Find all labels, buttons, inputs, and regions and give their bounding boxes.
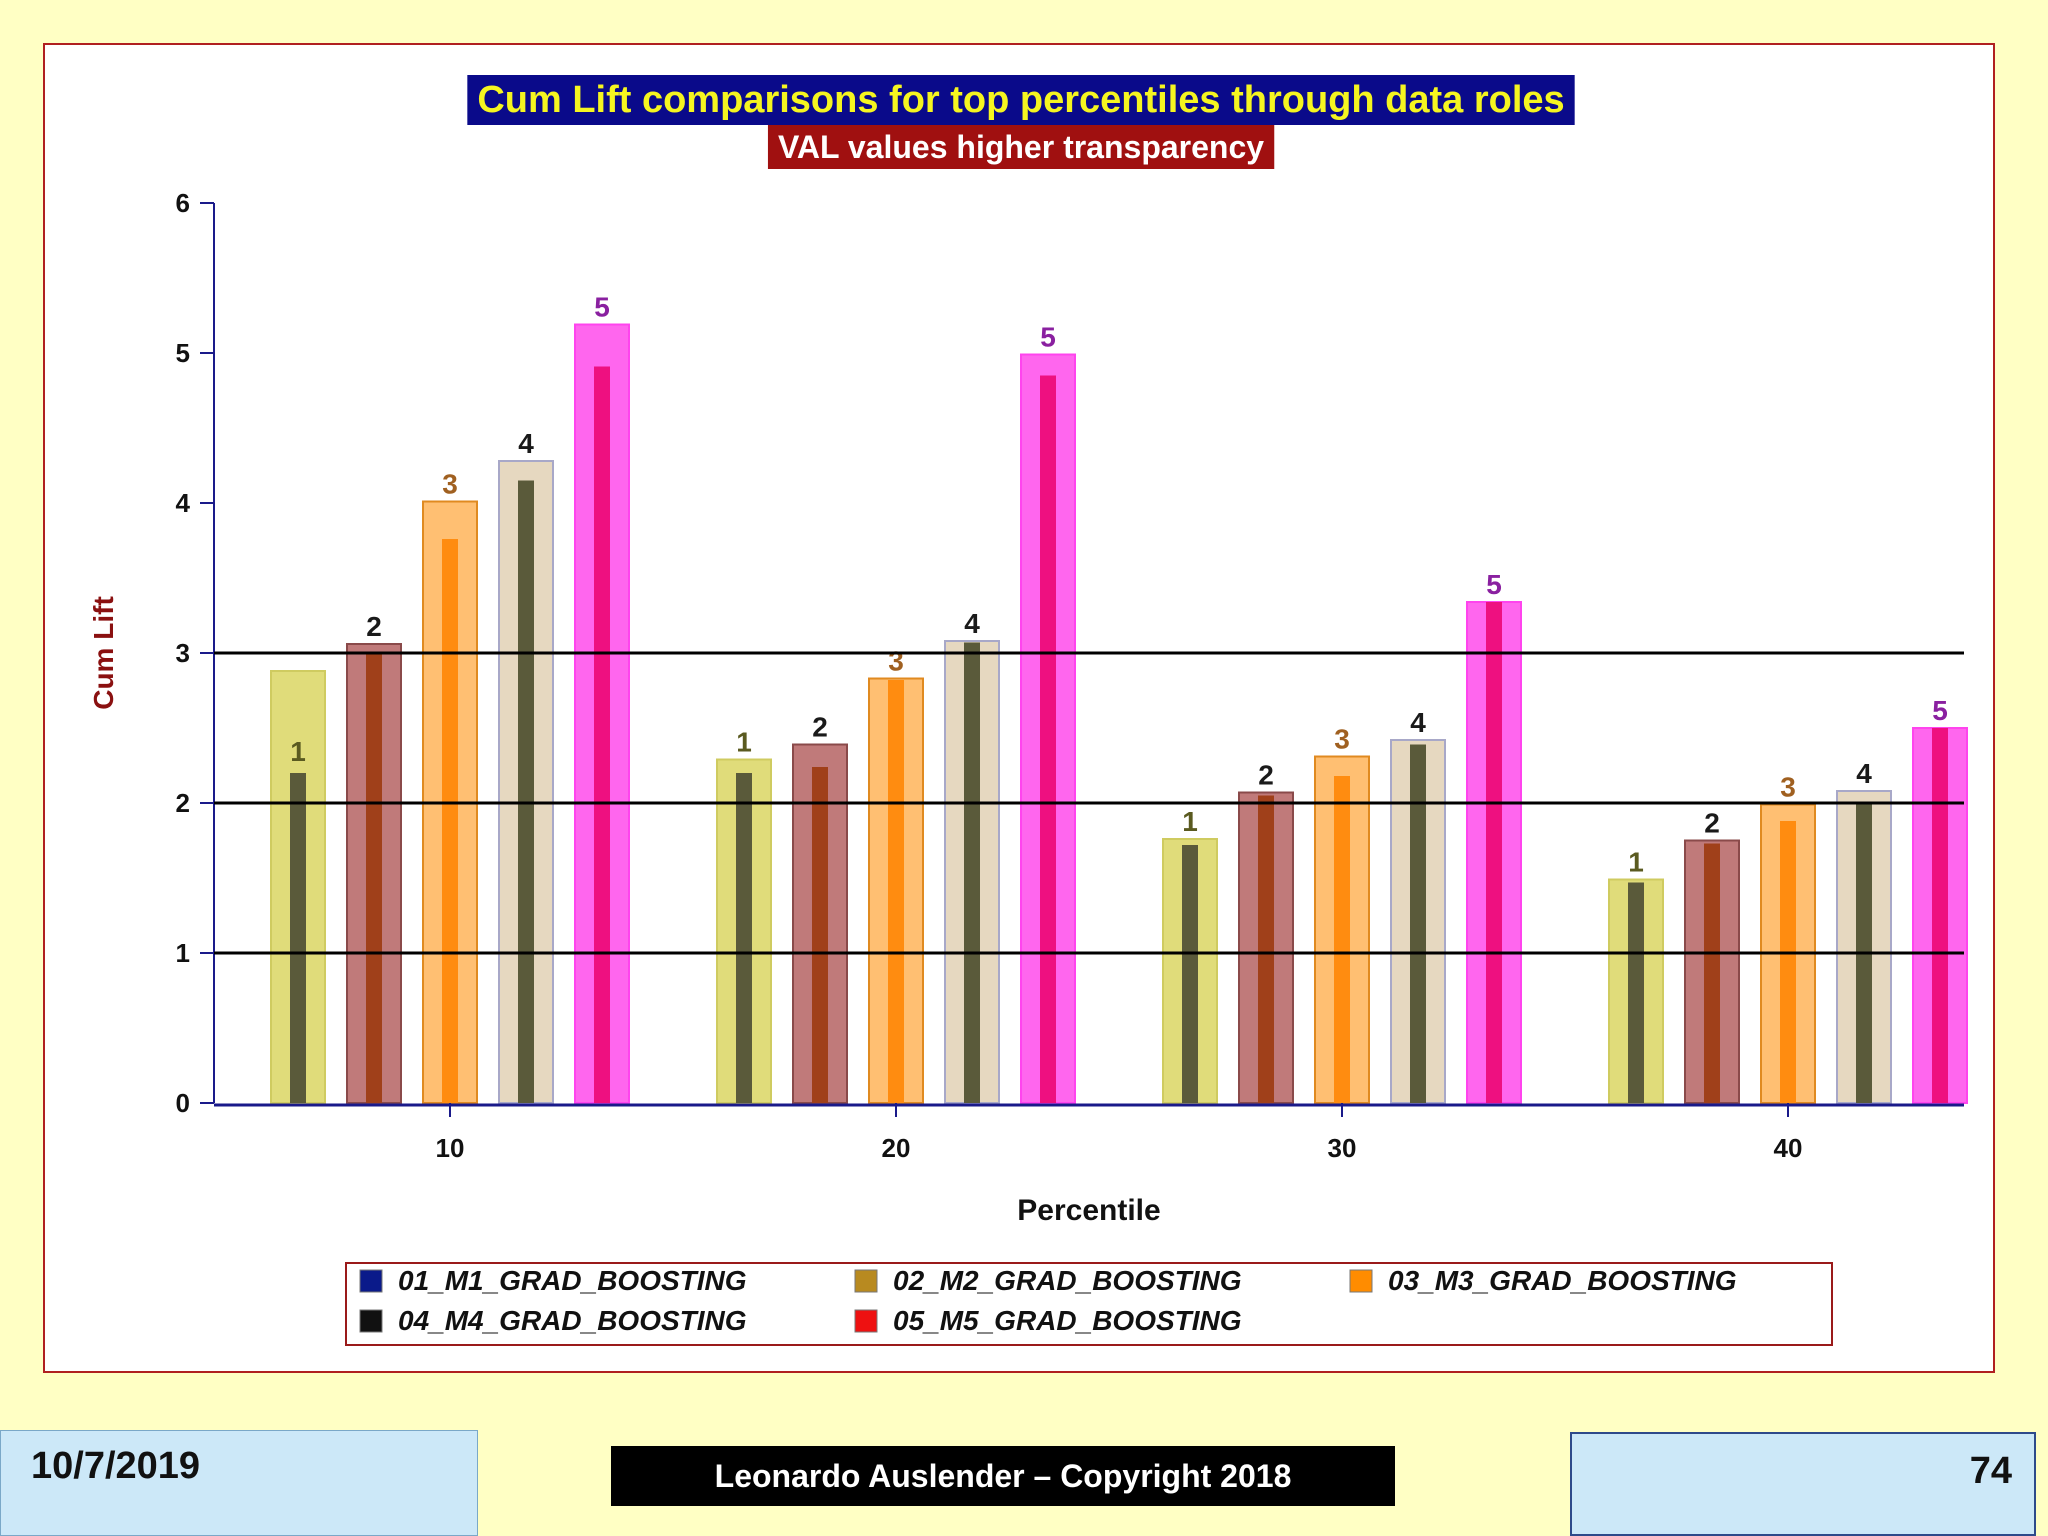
inner-bar-5-30 — [1486, 602, 1502, 1103]
bar-label: 1 — [1182, 806, 1198, 837]
inner-bar-1-40 — [1628, 882, 1644, 1103]
legend-entry: 05_M5_GRAD_BOOSTING — [893, 1305, 1242, 1336]
inner-bar-3-30 — [1334, 776, 1350, 1103]
legend-box — [345, 1262, 1833, 1346]
inner-bar-2-30 — [1258, 795, 1274, 1103]
inner-bar-1-30 — [1182, 845, 1198, 1103]
inner-bar-4-10 — [518, 480, 534, 1103]
x-tick-label: 10 — [436, 1133, 465, 1163]
chart-subtitle: VAL values higher transparency — [778, 129, 1264, 165]
inner-bar-1-20 — [736, 773, 752, 1103]
inner-bar-3-10 — [442, 539, 458, 1103]
inner-bar-5-20 — [1040, 375, 1056, 1103]
legend-swatch — [1349, 1269, 1373, 1293]
bar-label: 4 — [964, 608, 980, 639]
y-tick-label: 2 — [176, 788, 190, 818]
inner-bar-2-10 — [366, 653, 382, 1103]
legend-entry: 04_M4_GRAD_BOOSTING — [398, 1305, 747, 1336]
inner-bar-2-40 — [1704, 843, 1720, 1103]
inner-bar-3-40 — [1780, 821, 1796, 1103]
y-tick-label: 3 — [176, 638, 190, 668]
bar-label: 2 — [366, 611, 382, 642]
y-tick-label: 5 — [176, 338, 190, 368]
bar-label: 3 — [1334, 724, 1350, 755]
cum-lift-chart: Cum Lift comparisons for top percentiles… — [88, 75, 1968, 1346]
chart-subtitle-background — [767, 125, 1275, 169]
inner-bar-4-30 — [1410, 744, 1426, 1103]
legend-swatch — [854, 1309, 878, 1333]
chart-title: Cum Lift comparisons for top percentiles… — [477, 79, 1564, 121]
bar-label: 3 — [442, 469, 458, 500]
inner-bar-4-20 — [964, 642, 980, 1103]
bar-label: 1 — [1628, 847, 1644, 878]
chart-frame: Cum Lift comparisons for top percentiles… — [43, 43, 1995, 1373]
x-tick-label: 30 — [1328, 1133, 1357, 1163]
footer-copyright: Leonardo Auslender – Copyright 2018 — [611, 1446, 1395, 1506]
bar-label: 2 — [1258, 760, 1274, 791]
legend-swatch — [854, 1269, 878, 1293]
bar-label: 5 — [1040, 322, 1056, 353]
y-tick-label: 1 — [176, 938, 190, 968]
bar-label: 3 — [1780, 772, 1796, 803]
bar-label: 3 — [888, 646, 904, 677]
bar-label: 4 — [1856, 758, 1872, 789]
bar-label: 5 — [1932, 695, 1948, 726]
footer-date: 10/7/2019 — [0, 1430, 478, 1536]
bar-label: 5 — [594, 292, 610, 323]
legend-swatch — [359, 1309, 383, 1333]
inner-bar-5-40 — [1932, 728, 1948, 1103]
x-axis-label: Percentile — [1017, 1194, 1160, 1227]
legend-swatch — [359, 1269, 383, 1293]
x-tick-label: 20 — [882, 1133, 911, 1163]
x-tick-label: 40 — [1774, 1133, 1803, 1163]
legend-entry: 03_M3_GRAD_BOOSTING — [1388, 1265, 1737, 1296]
y-tick-label: 0 — [176, 1088, 190, 1118]
y-tick-label: 4 — [176, 488, 191, 518]
legend-entry: 02_M2_GRAD_BOOSTING — [893, 1265, 1242, 1296]
chart-title-background — [467, 75, 1575, 125]
bar-label: 1 — [290, 736, 306, 767]
footer-page-number: 74 — [1570, 1432, 2036, 1536]
bar-label: 4 — [1410, 707, 1426, 738]
bar-label: 2 — [1704, 808, 1720, 839]
inner-bar-3-20 — [888, 680, 904, 1103]
legend-entry: 01_M1_GRAD_BOOSTING — [398, 1265, 747, 1296]
y-tick-label: 6 — [176, 188, 190, 218]
bar-label: 1 — [736, 727, 752, 758]
bar-label: 4 — [518, 428, 534, 459]
bar-label: 2 — [812, 712, 828, 743]
bar-label: 5 — [1486, 569, 1502, 600]
inner-bar-1-10 — [290, 773, 306, 1103]
y-axis-label: Cum Lift — [88, 596, 119, 710]
inner-bar-2-20 — [812, 767, 828, 1103]
inner-bar-5-10 — [594, 366, 610, 1103]
